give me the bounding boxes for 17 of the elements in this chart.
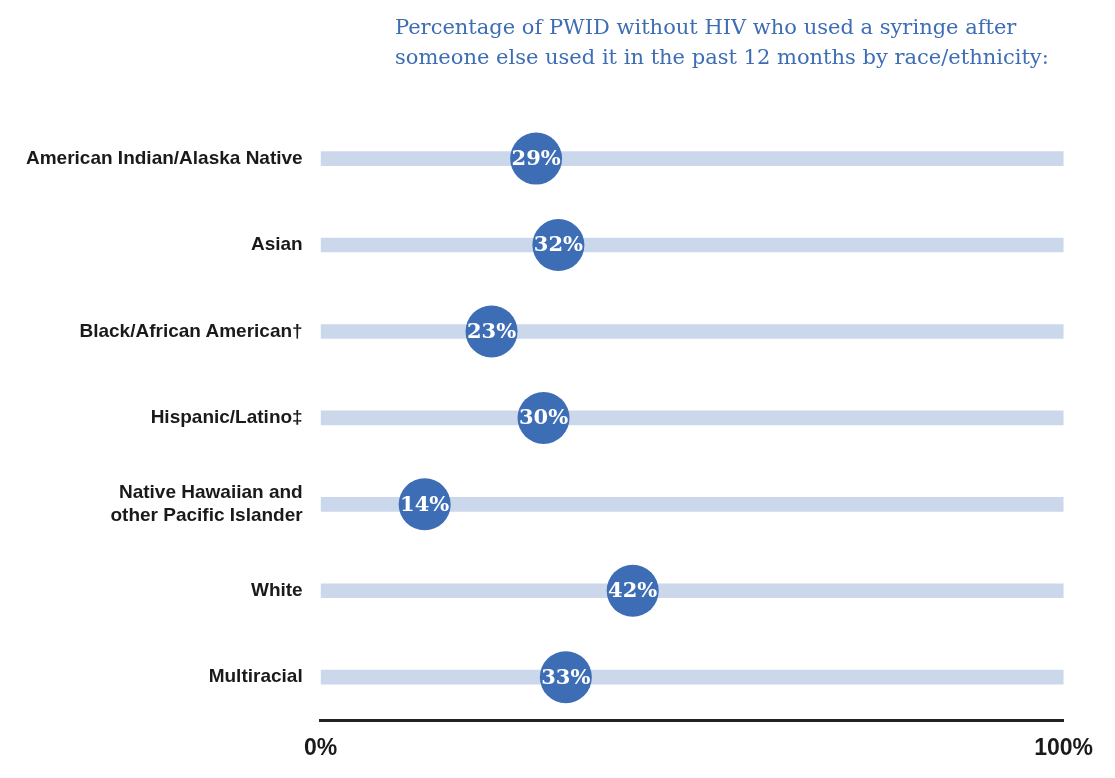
y-tick-label: Native Hawaiian and other Pacific Islander bbox=[110, 481, 304, 525]
y-tick-label: Black/African American† bbox=[79, 319, 303, 341]
text: 14% bbox=[400, 490, 450, 516]
text: 23% bbox=[466, 317, 517, 343]
text: 42% bbox=[608, 577, 658, 603]
text: 29% bbox=[511, 145, 561, 171]
chart-title: Percentage of PWID without HIV who used a syringe after someone else used it in the past 12 months by race/ethnicity: bbox=[395, 14, 1050, 71]
y-tick-label: Multiracial bbox=[208, 665, 303, 687]
x-tick-label: 100% bbox=[1034, 733, 1093, 760]
y-tick-label: White bbox=[250, 578, 303, 600]
text: 30% bbox=[518, 404, 569, 430]
y-tick-label: American Indian/Alaska Native bbox=[26, 146, 303, 168]
x-tick-label: 0% bbox=[304, 733, 338, 760]
text: 32% bbox=[533, 231, 583, 257]
y-tick-label: Hispanic/Latino‡ bbox=[150, 406, 303, 428]
y-tick-label: Asian bbox=[250, 233, 303, 255]
text: 33% bbox=[541, 663, 591, 689]
